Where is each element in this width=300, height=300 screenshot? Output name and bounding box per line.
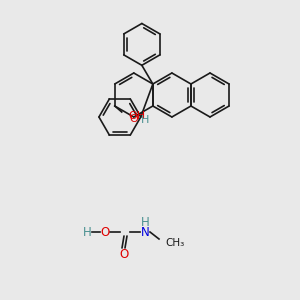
Text: O: O <box>129 114 138 124</box>
Text: H: H <box>82 226 91 238</box>
Text: CH₃: CH₃ <box>165 238 184 248</box>
Text: H: H <box>141 115 149 125</box>
Text: O: O <box>119 248 129 260</box>
Text: H: H <box>141 215 149 229</box>
Text: OH: OH <box>129 111 146 121</box>
Text: N: N <box>141 226 149 238</box>
Text: O: O <box>100 226 109 238</box>
